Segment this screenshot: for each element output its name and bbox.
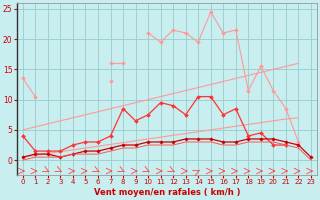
- X-axis label: Vent moyen/en rafales ( km/h ): Vent moyen/en rafales ( km/h ): [94, 188, 240, 197]
